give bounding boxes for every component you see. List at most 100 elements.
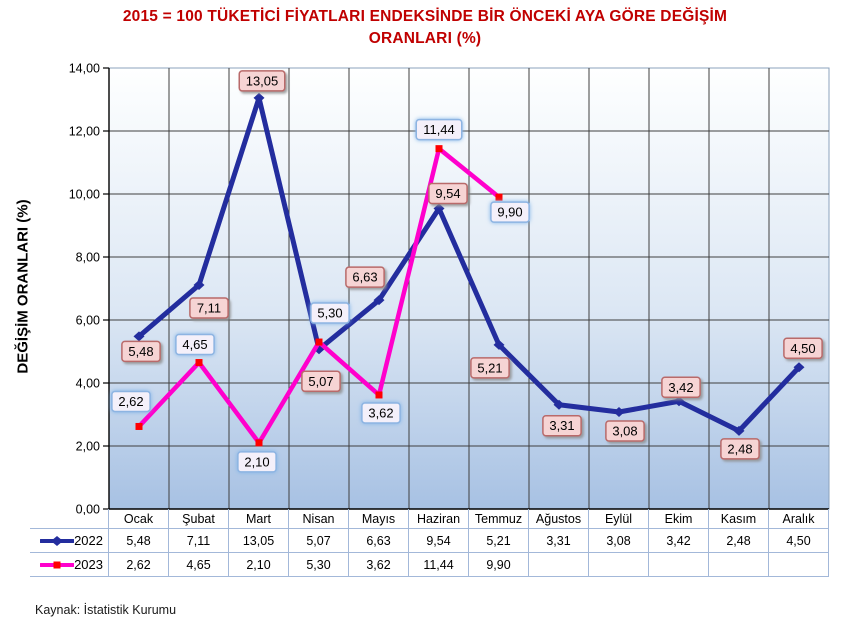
table-value-cell (589, 553, 649, 577)
table-value-cell: 11,44 (409, 553, 469, 577)
marker-diamond-2022 (793, 362, 805, 373)
y-tick-label: 4,00 (76, 377, 100, 391)
table-value-cell: 7,11 (169, 529, 229, 553)
table-value-cell: 2,10 (229, 553, 289, 577)
data-label-box-2022 (470, 357, 510, 379)
data-label-box-2023 (310, 302, 350, 324)
table-value-cell: 9,54 (409, 529, 469, 553)
month-header: Nisan (289, 509, 349, 529)
marker-diamond-2022 (553, 399, 565, 410)
data-label-box-2022 (189, 297, 229, 319)
legend-line-icon-2023 (40, 561, 75, 568)
month-header: Mart (229, 509, 289, 529)
data-label-2022: 5,21 (477, 360, 502, 375)
data-table: Ocak Şubat Mart Nisan Mayıs Haziran Temmuz Ağus… (30, 509, 829, 577)
y-tick-label: 6,00 (76, 314, 100, 328)
marker-diamond-2022 (433, 203, 445, 214)
data-label-box-2023 (111, 390, 151, 413)
data-label-box-2022 (301, 370, 341, 393)
y-tick-label: 10,00 (69, 188, 100, 202)
legend-cell-2022: 2022 (30, 529, 109, 553)
table-value-cell (529, 553, 589, 577)
month-header: Haziran (409, 509, 469, 529)
month-header: Temmuz (469, 509, 529, 529)
data-label-box-2023 (237, 451, 277, 473)
marker-square-2023 (315, 338, 323, 346)
data-label-box-2022 (542, 414, 582, 437)
marker-diamond-2022 (733, 425, 745, 436)
data-label-box-2023 (175, 333, 215, 356)
marker-diamond-2022 (673, 396, 685, 407)
marker-diamond-2022 (493, 339, 505, 350)
data-label-2022: 4,50 (790, 341, 815, 356)
table-value-cell: 4,65 (169, 553, 229, 577)
month-header: Ekim (649, 509, 709, 529)
y-tick-label: 8,00 (76, 251, 100, 265)
table-value-cell: 3,42 (649, 529, 709, 553)
table-value-cell: 5,30 (289, 553, 349, 577)
marker-diamond-2022 (193, 280, 205, 291)
month-header: Mayıs (349, 509, 409, 529)
month-header: Aralık (769, 509, 829, 529)
data-label-2022: 3,42 (668, 380, 693, 395)
table-corner-cell (30, 509, 109, 529)
data-label-box-2022 (783, 337, 823, 359)
marker-square-2023 (495, 193, 503, 201)
data-label-2023: 5,30 (317, 306, 342, 321)
table-value-cell: 3,31 (529, 529, 589, 553)
chart-title-line1: 2015 = 100 TÜKETİCİ FİYATLARI ENDEKSİNDE… (122, 8, 728, 25)
legend-label-2022: 2022 (74, 533, 103, 548)
table-value-cell: 5,07 (289, 529, 349, 553)
data-label-2023: 2,10 (244, 454, 269, 469)
legend-cell-2023: 2023 (30, 553, 109, 577)
data-label-box-2023 (490, 201, 530, 223)
table-value-cell: 3,62 (349, 553, 409, 577)
data-label-box-2022 (661, 376, 701, 399)
table-value-cell: 2,48 (709, 529, 769, 553)
marker-diamond-2022 (373, 295, 385, 306)
marker-square-2023 (435, 145, 443, 153)
data-label-2023: 11,44 (423, 122, 455, 137)
table-value-cell: 4,50 (769, 529, 829, 553)
y-tick-label: 2,00 (76, 440, 100, 454)
data-label-box-2022 (238, 70, 286, 92)
chart-title-line2: ORANLARI (%) (368, 30, 482, 47)
table-value-cell (709, 553, 769, 577)
chart-title: 2015 = 100 TÜKETİCİ FİYATLARI ENDEKSİNDE… (85, 6, 765, 50)
month-header: Şubat (169, 509, 229, 529)
data-label-box-2022 (605, 420, 645, 442)
data-label-2023: 4,65 (182, 337, 207, 352)
table-value-cell (649, 553, 709, 577)
data-label-box-2022 (345, 266, 385, 288)
data-label-2022: 3,31 (549, 418, 574, 433)
data-label-2022: 3,08 (612, 423, 637, 438)
table-value-cell: 9,90 (469, 553, 529, 577)
marker-diamond-2022 (253, 92, 265, 103)
table-value-cell: 5,48 (109, 529, 169, 553)
data-label-2022: 9,54 (435, 186, 460, 201)
table-value-cell: 5,21 (469, 529, 529, 553)
table-value-cell: 6,63 (349, 529, 409, 553)
data-label-2023: 9,90 (497, 205, 522, 220)
y-tick-label: 14,00 (69, 62, 100, 76)
data-label-2022: 5,48 (128, 344, 153, 359)
data-label-2022: 5,07 (308, 374, 333, 389)
marker-square-2023 (255, 439, 263, 447)
series-line-2022 (136, 95, 802, 434)
table-value-cell: 13,05 (229, 529, 289, 553)
plot-area: 0,00 2,00 4,00 6,00 8,00 10,00 12,00 14,00 5,48 7… (69, 62, 830, 515)
data-label-2023: 3,62 (368, 405, 393, 420)
chart-canvas: 0,00 2,00 4,00 6,00 8,00 10,00 12,00 14,00 5,48 7… (69, 62, 830, 515)
month-header: Ağustos (529, 509, 589, 529)
legend-label-2023: 2023 (74, 557, 103, 572)
table-value-cell: 2,62 (109, 553, 169, 577)
data-label-box-2022 (720, 438, 760, 460)
data-label-box-2023 (361, 402, 401, 424)
data-label-2022: 7,11 (197, 301, 221, 316)
source-note: Kaynak: İstatistik Kurumu (35, 603, 177, 617)
data-label-box-2023 (415, 118, 463, 141)
y-tick-label: 12,00 (69, 125, 100, 139)
data-label-2022: 2,48 (727, 441, 752, 456)
data-label-2022: 13,05 (246, 73, 279, 88)
